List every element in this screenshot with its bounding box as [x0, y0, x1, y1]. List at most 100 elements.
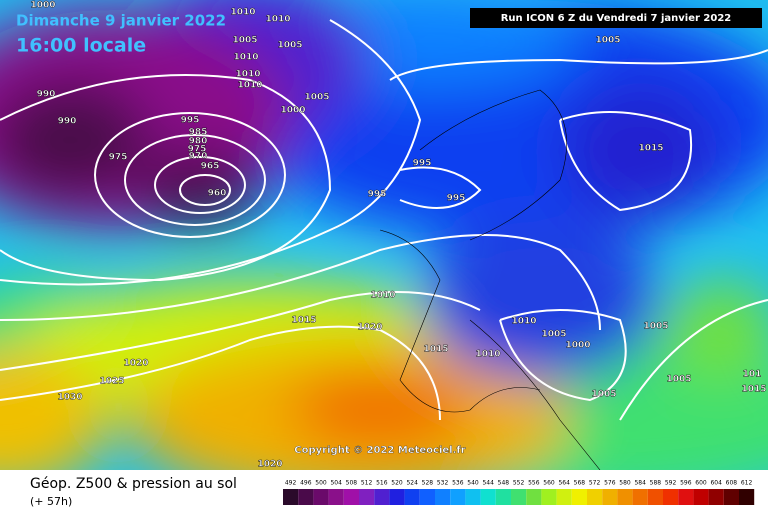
color-scale: 492 496 500 504 508 512 516 520 524 528 532 536 540 5…: [283, 480, 755, 505]
scale-swatch: [647, 489, 663, 505]
isobar-label: 975: [109, 153, 128, 163]
scale-label: 600: [695, 480, 707, 487]
scale-swatch: [389, 489, 405, 505]
isobar-label: 965: [201, 162, 220, 172]
local-time: 16:00 locale: [16, 35, 146, 57]
scale-label: 564: [558, 480, 570, 487]
isobar-label: 1000: [30, 1, 55, 11]
isobar-label: 975: [188, 145, 207, 155]
isobar-label: 1005: [666, 375, 691, 385]
scale-label: 608: [726, 480, 738, 487]
isobar-label: 1015: [741, 385, 766, 395]
scale-label: 540: [467, 480, 479, 487]
scale-swatch: [526, 489, 542, 505]
scale-label: 504: [330, 480, 342, 487]
field: [0, 0, 768, 470]
isobar-label: 985: [189, 128, 208, 138]
isobar-label: 1010: [235, 70, 260, 80]
scale-swatch: [602, 489, 618, 505]
scale-label: 524: [406, 480, 418, 487]
scale-label: 556: [528, 480, 540, 487]
isobar-label: 1005: [541, 330, 566, 340]
scale-label: 568: [574, 480, 586, 487]
scale-swatch: [587, 489, 603, 505]
isobars: [0, 19, 768, 421]
isobar-label: 990: [58, 117, 77, 127]
scale-label: 500: [315, 480, 327, 487]
date: Dimanche 9 janvier 2022: [16, 12, 226, 30]
scale-label: 596: [680, 480, 692, 487]
scale-label: 548: [498, 480, 510, 487]
scale-label: 532: [437, 480, 449, 487]
isobar-label: 995: [368, 190, 387, 200]
scale-label: 520: [391, 480, 403, 487]
isobar-label: 1005: [232, 36, 257, 46]
scale-label: 604: [710, 480, 722, 487]
scale-label: 528: [422, 480, 434, 487]
scale-swatch: [419, 489, 435, 505]
isobar-label: 1000: [565, 341, 590, 351]
isobar-label: 1010: [230, 8, 255, 18]
isobar-label: 1010: [511, 317, 536, 327]
isobar-label: 1005: [591, 390, 616, 400]
run-info: Run ICON 6 Z du Vendredi 7 janvier 2022: [501, 13, 732, 24]
scale-swatch: [480, 489, 496, 505]
scale-swatch: [495, 489, 511, 505]
isobar-label: 995: [447, 194, 466, 204]
scale-label: 560: [543, 480, 555, 487]
footer-title: Géop. Z500 & pression au sol: [30, 476, 237, 492]
scale-swatch: [343, 489, 359, 505]
isobar-label: 1005: [304, 93, 329, 103]
scale-label: 536: [452, 480, 464, 487]
isobar-label: 1005: [643, 322, 668, 332]
isobar-label: 1015: [291, 316, 316, 326]
run-box: [470, 8, 762, 28]
isobar-label: 1005: [277, 41, 302, 51]
scale-swatch: [374, 489, 390, 505]
isobar-label: 1005: [595, 36, 620, 46]
isobar-label: 1010: [237, 81, 262, 91]
scale-swatch: [328, 489, 344, 505]
scale-swatch: [617, 489, 633, 505]
isobar-label: 990: [37, 90, 56, 100]
lead-time: (+ 57h): [30, 495, 72, 508]
isobar-label: 1010: [233, 53, 258, 63]
scale-label: 576: [604, 480, 616, 487]
isobar-label: 1010: [265, 15, 290, 25]
scale-swatch: [404, 489, 420, 505]
scale-swatch: [739, 489, 755, 505]
scale-label: 588: [650, 480, 662, 487]
isobar-label: 101: [743, 370, 762, 380]
scale-swatch: [283, 489, 299, 505]
coastlines: [379, 89, 601, 470]
isobar-label: 995: [181, 116, 200, 126]
isobar-label: 1025: [99, 377, 124, 387]
scale-label: 580: [619, 480, 631, 487]
scale-label: 512: [361, 480, 373, 487]
isobar-label: 1015: [423, 345, 448, 355]
isobar-label: 980: [189, 137, 208, 147]
isobar-label: 1000: [280, 106, 305, 116]
isobar-label: 1020: [257, 460, 282, 470]
isobar-label: 1030: [57, 393, 82, 403]
scale-swatch: [632, 489, 648, 505]
scale-swatch: [708, 489, 724, 505]
isobar-label: 1020: [123, 359, 148, 369]
scale-swatch: [723, 489, 739, 505]
scale-label: 508: [346, 480, 358, 487]
scale-label: 592: [665, 480, 677, 487]
scale-label: 612: [741, 480, 753, 487]
scale-swatch: [678, 489, 694, 505]
scale-label: 552: [513, 480, 525, 487]
scale-swatch: [359, 489, 375, 505]
scale-swatch: [313, 489, 329, 505]
scale-swatch: [693, 489, 709, 505]
scale-swatch: [571, 489, 587, 505]
isobar-label: 1010: [475, 350, 500, 360]
scale-label: 492: [285, 480, 297, 487]
isobar-label: 1010: [370, 291, 395, 301]
scale-swatch: [435, 489, 451, 505]
